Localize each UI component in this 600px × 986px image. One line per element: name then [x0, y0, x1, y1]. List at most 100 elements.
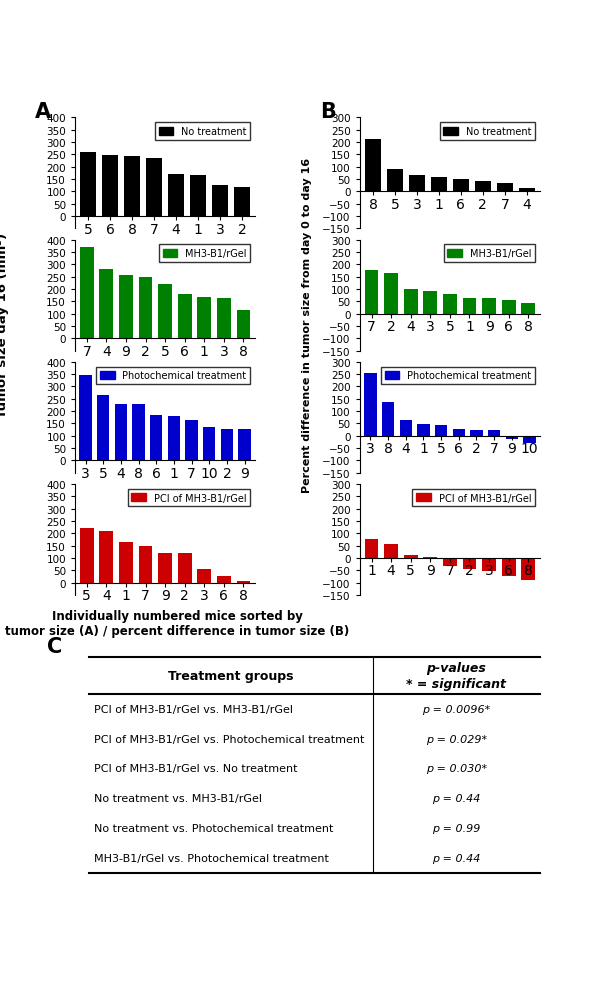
Bar — [178, 553, 191, 583]
Text: p-values
* = significant: p-values * = significant — [406, 662, 506, 690]
Text: PCI of MH3-B1/rGel vs. MH3-B1/rGel: PCI of MH3-B1/rGel vs. MH3-B1/rGel — [94, 704, 293, 714]
Bar — [79, 376, 92, 460]
Bar — [203, 427, 215, 460]
Bar — [212, 185, 228, 217]
Bar — [521, 304, 535, 315]
Text: C: C — [47, 637, 62, 657]
Bar — [387, 170, 403, 192]
Bar — [482, 299, 496, 315]
Bar — [463, 298, 476, 315]
Bar — [502, 558, 515, 577]
Bar — [404, 556, 418, 558]
Bar — [365, 270, 379, 315]
Legend: No treatment: No treatment — [155, 123, 250, 141]
Bar — [197, 569, 211, 583]
Bar — [497, 184, 512, 192]
Bar — [146, 159, 162, 217]
Text: No treatment vs. Photochemical treatment: No treatment vs. Photochemical treatment — [94, 823, 333, 833]
Legend: No treatment: No treatment — [439, 123, 535, 141]
Bar — [523, 436, 536, 444]
Bar — [190, 176, 206, 217]
Text: Treatment groups: Treatment groups — [168, 669, 293, 682]
Bar — [519, 189, 535, 192]
Bar — [178, 295, 191, 339]
Bar — [115, 404, 127, 460]
Bar — [139, 278, 152, 339]
Bar — [158, 285, 172, 339]
Bar — [217, 298, 231, 339]
Text: Individually numbered mice sorted by
tumor size (A) / percent difference in tumo: Individually numbered mice sorted by tum… — [5, 609, 349, 637]
Bar — [431, 177, 446, 192]
Bar — [400, 420, 412, 436]
Text: Percent difference in tumor size from day 0 to day 16: Percent difference in tumor size from da… — [302, 158, 312, 493]
Text: B: B — [320, 102, 336, 121]
Bar — [502, 301, 515, 315]
Text: p = 0.0096*: p = 0.0096* — [422, 704, 490, 714]
Bar — [119, 542, 133, 583]
Legend: MH3-B1/rGel: MH3-B1/rGel — [443, 246, 535, 263]
Bar — [382, 402, 394, 436]
Bar — [452, 430, 465, 436]
Bar — [80, 153, 96, 217]
Bar — [365, 140, 380, 192]
Bar — [384, 273, 398, 315]
Bar — [150, 415, 163, 460]
Legend: PCI of MH3-B1/rGel: PCI of MH3-B1/rGel — [128, 489, 250, 507]
Bar — [119, 276, 133, 339]
Bar — [133, 405, 145, 460]
Bar — [463, 558, 476, 569]
Bar — [384, 544, 398, 558]
Bar — [424, 292, 437, 315]
Bar — [236, 311, 250, 339]
Text: Tumor size day 16 (mm³): Tumor size day 16 (mm³) — [0, 233, 10, 418]
Bar — [435, 425, 447, 436]
Bar — [139, 546, 152, 583]
Bar — [158, 553, 172, 583]
Bar — [470, 430, 482, 436]
Bar — [475, 181, 491, 192]
Bar — [424, 557, 437, 558]
Bar — [506, 436, 518, 440]
Bar — [217, 577, 231, 583]
Text: PCI of MH3-B1/rGel vs. No treatment: PCI of MH3-B1/rGel vs. No treatment — [94, 763, 297, 774]
Legend: PCI of MH3-B1/rGel: PCI of MH3-B1/rGel — [412, 489, 535, 507]
Bar — [409, 176, 425, 192]
Bar — [488, 431, 500, 436]
Bar — [443, 558, 457, 567]
Text: p = 0.44: p = 0.44 — [432, 794, 481, 804]
Bar — [238, 429, 251, 460]
Text: p = 0.44: p = 0.44 — [432, 853, 481, 863]
Bar — [482, 558, 496, 572]
Legend: Photochemical treatment: Photochemical treatment — [96, 367, 250, 385]
Legend: MH3-B1/rGel: MH3-B1/rGel — [159, 246, 250, 263]
Bar — [124, 157, 140, 217]
Legend: Photochemical treatment: Photochemical treatment — [381, 367, 535, 385]
Bar — [235, 187, 250, 217]
Bar — [521, 558, 535, 581]
Bar — [365, 539, 379, 558]
Bar — [97, 395, 109, 460]
Bar — [185, 421, 198, 460]
Bar — [221, 429, 233, 460]
Bar — [236, 582, 250, 583]
Text: p = 0.030*: p = 0.030* — [426, 763, 487, 774]
Bar — [443, 295, 457, 315]
Bar — [80, 247, 94, 339]
Bar — [453, 179, 469, 192]
Text: No treatment vs. MH3-B1/rGel: No treatment vs. MH3-B1/rGel — [94, 794, 262, 804]
Bar — [364, 374, 377, 436]
Bar — [80, 528, 94, 583]
Bar — [168, 417, 180, 460]
Text: A: A — [35, 102, 52, 121]
Bar — [197, 298, 211, 339]
Bar — [169, 175, 184, 217]
Bar — [404, 290, 418, 315]
Text: PCI of MH3-B1/rGel vs. Photochemical treatment: PCI of MH3-B1/rGel vs. Photochemical tre… — [94, 734, 364, 743]
Text: MH3-B1/rGel vs. Photochemical treatment: MH3-B1/rGel vs. Photochemical treatment — [94, 853, 328, 863]
Bar — [100, 531, 113, 583]
Text: p = 0.99: p = 0.99 — [432, 823, 481, 833]
Bar — [103, 156, 118, 217]
Bar — [100, 270, 113, 339]
Text: p = 0.029*: p = 0.029* — [426, 734, 487, 743]
Bar — [417, 424, 430, 436]
